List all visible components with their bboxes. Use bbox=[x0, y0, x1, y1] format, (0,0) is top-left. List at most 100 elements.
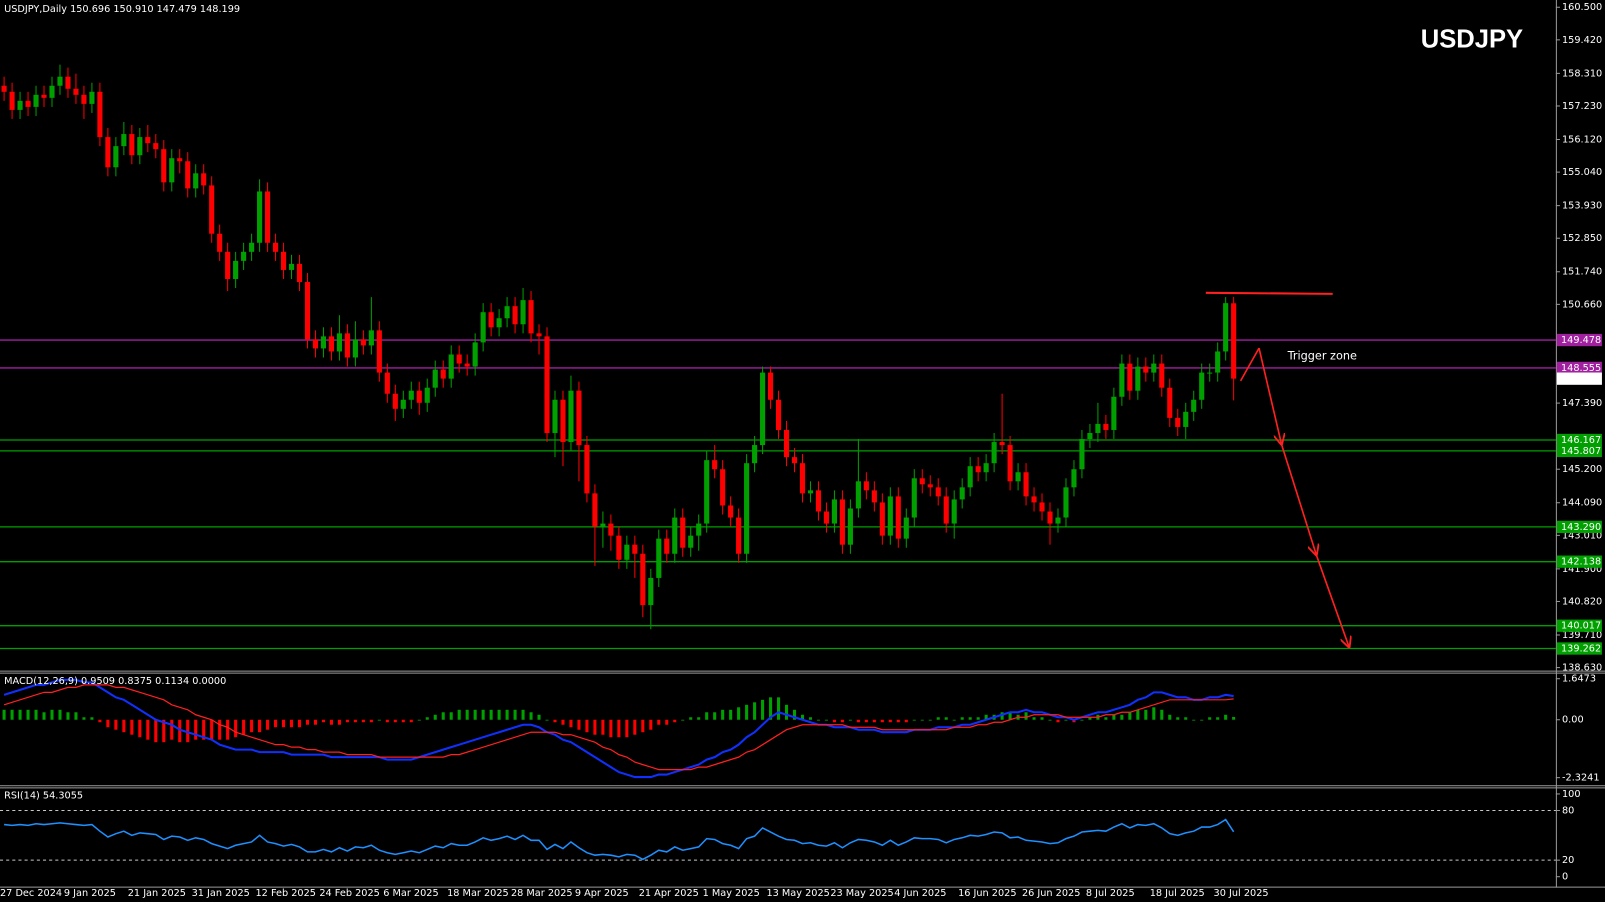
y-tick-label: 1.6473 bbox=[1562, 674, 1596, 685]
x-tick-label: 18 Jul 2025 bbox=[1150, 888, 1205, 899]
histogram-bar bbox=[737, 707, 741, 720]
histogram-bar bbox=[729, 709, 733, 720]
histogram-bar bbox=[210, 719, 214, 740]
candle-body bbox=[799, 463, 806, 494]
candle-body bbox=[768, 372, 774, 400]
level-label-box bbox=[1556, 642, 1602, 655]
candle-body bbox=[871, 490, 877, 503]
histogram-bar bbox=[784, 704, 789, 720]
histogram-bar bbox=[282, 719, 286, 728]
histogram-bar bbox=[433, 714, 437, 720]
candle-body bbox=[352, 339, 358, 358]
histogram-bar bbox=[904, 719, 908, 723]
candle-body bbox=[113, 146, 119, 168]
histogram-bar bbox=[1112, 714, 1116, 720]
histogram-bar bbox=[864, 719, 868, 723]
histogram-bar bbox=[1136, 709, 1140, 720]
candle-body bbox=[1151, 363, 1157, 373]
y-tick-label: 156.120 bbox=[1562, 134, 1602, 145]
level-label-box bbox=[1556, 433, 1602, 447]
arrow bbox=[1258, 347, 1282, 444]
candle-body bbox=[1207, 372, 1213, 374]
candle-body bbox=[624, 544, 630, 560]
level-label: 146.167 bbox=[1561, 435, 1601, 446]
histogram-bar bbox=[114, 719, 118, 730]
histogram-bar bbox=[665, 719, 669, 725]
candle-body bbox=[432, 369, 438, 388]
candle-body bbox=[209, 185, 215, 234]
candle-body bbox=[528, 300, 534, 334]
histogram-bar bbox=[1072, 719, 1076, 723]
x-tick-label: 24 Feb 2025 bbox=[319, 888, 379, 899]
y-tick-label: 151.740 bbox=[1562, 267, 1602, 278]
candle-body bbox=[488, 312, 494, 328]
histogram-bar bbox=[553, 719, 557, 723]
candle-body bbox=[592, 493, 598, 527]
arrow bbox=[1239, 347, 1260, 382]
candle-body bbox=[304, 282, 311, 340]
histogram-bar bbox=[529, 712, 533, 720]
histogram-bar bbox=[1160, 709, 1164, 720]
candle-body bbox=[1103, 423, 1109, 430]
histogram-bar bbox=[329, 719, 333, 725]
histogram-bar bbox=[920, 719, 924, 721]
candle-body bbox=[1119, 363, 1125, 397]
y-tick-label: 140.820 bbox=[1562, 596, 1602, 607]
histogram-bar bbox=[218, 719, 222, 740]
candle-body bbox=[815, 490, 822, 512]
x-tick-label: 13 May 2025 bbox=[766, 888, 829, 899]
candle-body bbox=[744, 463, 750, 554]
histogram-bar bbox=[1008, 712, 1012, 720]
candle-body bbox=[672, 517, 678, 554]
candle-body bbox=[1007, 445, 1013, 482]
histogram-bar bbox=[697, 717, 701, 720]
candle-body bbox=[368, 330, 374, 346]
candle-body bbox=[720, 469, 726, 506]
candle-body bbox=[1055, 517, 1061, 524]
candle-body bbox=[241, 251, 247, 261]
x-tick-label: 26 Jun 2025 bbox=[1022, 888, 1080, 899]
candle-body bbox=[1143, 366, 1149, 373]
histogram-bar bbox=[82, 717, 86, 720]
candle-body bbox=[632, 544, 638, 554]
x-tick-label: 31 Jan 2025 bbox=[192, 888, 250, 899]
y-tick-label: 159.420 bbox=[1562, 35, 1602, 46]
chart-title: USDJPY bbox=[1421, 26, 1523, 54]
histogram-bar bbox=[952, 719, 956, 721]
candle-body bbox=[73, 88, 79, 95]
histogram-bar bbox=[1000, 712, 1004, 720]
candle-body bbox=[895, 496, 901, 539]
histogram-bar bbox=[393, 719, 397, 723]
histogram-bar bbox=[593, 719, 597, 735]
candle-body bbox=[129, 134, 135, 156]
candle-body bbox=[791, 457, 798, 464]
histogram-bar bbox=[377, 719, 381, 721]
histogram-bar bbox=[816, 719, 821, 721]
histogram-bar bbox=[585, 719, 589, 733]
candle-body bbox=[1159, 363, 1165, 388]
candle-body bbox=[903, 517, 909, 539]
level-label-box bbox=[1556, 619, 1602, 632]
histogram-bar bbox=[912, 719, 916, 721]
candle-body bbox=[25, 100, 31, 107]
histogram-bar bbox=[545, 719, 549, 721]
candle-body bbox=[1095, 423, 1101, 433]
histogram-bar bbox=[1152, 707, 1156, 720]
candle-body bbox=[312, 339, 319, 349]
candle-body bbox=[1183, 411, 1189, 427]
candle-body bbox=[344, 333, 350, 358]
level-label: 148.555 bbox=[1561, 363, 1601, 374]
histogram-bar bbox=[753, 702, 757, 720]
histogram-bar bbox=[561, 719, 565, 725]
histogram-bar bbox=[960, 717, 964, 720]
histogram-bar bbox=[170, 719, 174, 740]
x-tick-label: 21 Jan 2025 bbox=[128, 888, 186, 899]
histogram-bar bbox=[1232, 716, 1236, 720]
last-price-label: 148.199 bbox=[1561, 374, 1601, 385]
candle-body bbox=[1111, 396, 1117, 430]
candle-body bbox=[336, 333, 342, 352]
candle-body bbox=[704, 460, 710, 524]
histogram-bar bbox=[18, 709, 22, 720]
